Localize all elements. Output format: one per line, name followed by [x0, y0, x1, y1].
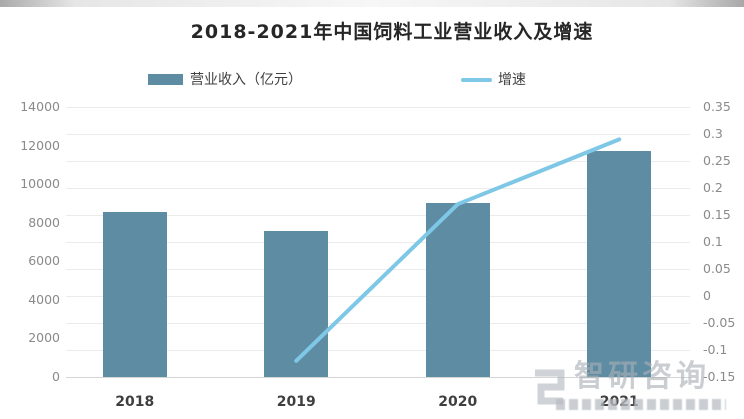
y-axis-tick-right: -0.1: [703, 342, 728, 357]
y-axis-tick-right: 0.05: [703, 261, 731, 276]
x-axis-label-2020: 2020: [438, 394, 478, 410]
legend-label-growth: 增速: [498, 72, 526, 88]
y-axis-tick-left: 2000: [28, 330, 60, 346]
bar-2021: [587, 151, 652, 377]
x-axis-label-2018: 2018: [115, 394, 155, 410]
y-axis-tick-left: 12000: [20, 137, 60, 153]
bar-2018: [102, 212, 167, 377]
y-axis-tick-left: 8000: [28, 214, 60, 230]
watermark: 智研咨询: [528, 360, 744, 419]
watermark-tagline: [556, 399, 726, 410]
legend-bar-swatch: [148, 74, 183, 85]
y-axis-tick-right: 0.3: [703, 126, 723, 141]
x-axis-label-2019: 2019: [276, 394, 316, 410]
y-axis-tick-left: 14000: [20, 99, 60, 114]
y-axis-tick-right: 0.2: [703, 180, 723, 195]
y-axis-tick-right: -0.15: [703, 369, 736, 384]
chart-title: 2018-2021年中国饲料工业营业收入及增速: [190, 21, 594, 43]
gridline: [66, 134, 690, 135]
bar-2020: [425, 203, 490, 377]
y-axis-tick-left: 6000: [28, 253, 60, 269]
legend-label-revenue: 营业收入（亿元）: [190, 72, 302, 88]
bar-2019: [264, 231, 329, 377]
y-axis-tick-right: 0.15: [703, 207, 731, 222]
zhiyan-logo-icon: [535, 369, 565, 405]
y-axis-tick-right: 0.25: [703, 153, 731, 168]
gridline: [66, 107, 690, 108]
y-axis-tick-left: 4000: [28, 291, 60, 307]
y-axis-tick-right: -0.05: [703, 315, 736, 330]
watermark-brand: 智研咨询: [574, 359, 710, 394]
y-axis-tick-right: 0.1: [703, 234, 723, 249]
y-axis-tick-right: 0: [703, 288, 711, 303]
legend-line-swatch: [461, 78, 492, 82]
card-top-edge: [0, 0, 744, 7]
x-axis-line: [66, 377, 690, 378]
y-axis-tick-left: 10000: [20, 176, 60, 192]
y-axis-tick-right: 0.35: [703, 99, 731, 114]
y-axis-tick-left: 0: [52, 369, 60, 384]
